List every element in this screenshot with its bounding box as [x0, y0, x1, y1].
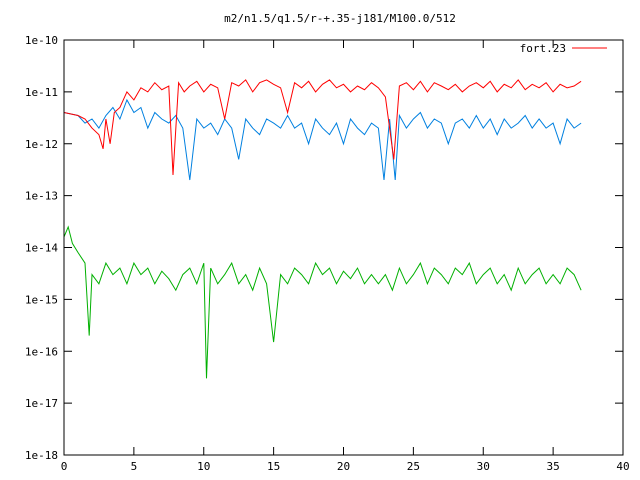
y-tick-label: 1e-10 [25, 34, 58, 47]
series-line [63, 98, 582, 181]
x-axis: 0 5 10 15 20 25 30 35 40 [61, 40, 630, 473]
y-tick-label: 1e-14 [25, 242, 58, 255]
plot-frame [63, 39, 624, 456]
y-tick-label: 1e-12 [25, 138, 58, 151]
y-tick-label: 1e-16 [25, 345, 58, 358]
y-tick-label: 1e-18 [25, 449, 58, 462]
x-tick-label: 15 [267, 460, 280, 473]
chart-title: m2/n1.5/q1.5/r-+.35-j181/M100.0/512 [224, 12, 456, 25]
x-tick-label: 25 [407, 460, 420, 473]
x-tick-label: 30 [477, 460, 490, 473]
y-tick-label: 1e-13 [25, 190, 58, 203]
legend: fort.23 [520, 42, 607, 55]
x-tick-label: 35 [547, 460, 560, 473]
legend-label: fort.23 [520, 42, 566, 55]
x-tick-label: 10 [197, 460, 210, 473]
y-axis: 1e-10 1e-11 1e-12 1e-13 1e-14 1e-15 1e-16 1e-17… [25, 34, 623, 462]
x-tick-label: 40 [616, 460, 629, 473]
series-layer [63, 79, 582, 379]
y-tick-label: 1e-17 [25, 397, 58, 410]
series-line [63, 79, 582, 176]
x-tick-label: 20 [337, 460, 350, 473]
y-tick-label: 1e-11 [25, 86, 58, 99]
x-tick-label: 5 [131, 460, 138, 473]
y-tick-label: 1e-15 [25, 293, 58, 306]
series-line [63, 225, 582, 379]
x-tick-label: 0 [61, 460, 68, 473]
